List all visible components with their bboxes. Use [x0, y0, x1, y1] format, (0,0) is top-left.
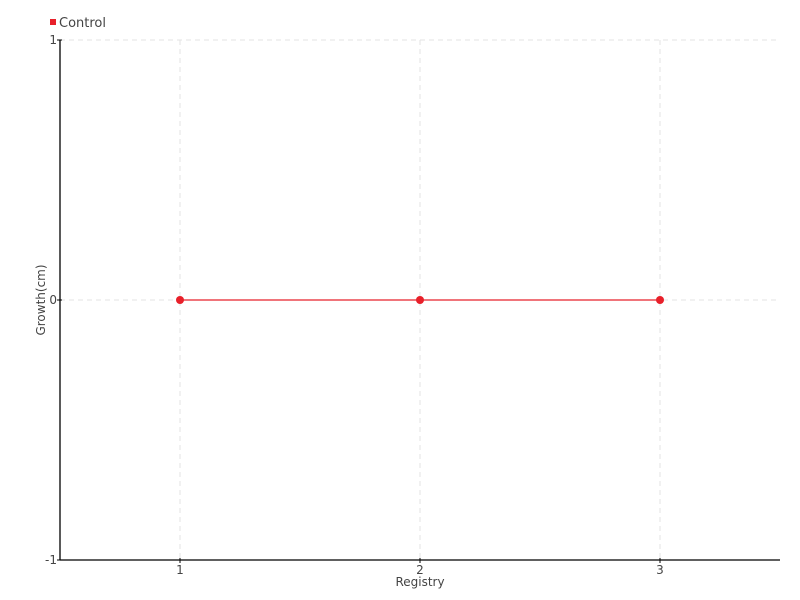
- legend[interactable]: Control: [50, 16, 106, 31]
- x-tick-label: 1: [176, 563, 184, 577]
- x-tick-label: 2: [416, 563, 424, 577]
- y-tick-label: -1: [45, 553, 57, 567]
- data-point: [176, 296, 184, 304]
- y-tick-label: 0: [49, 293, 57, 307]
- y-axis-label: Growth(cm): [34, 264, 48, 335]
- legend-swatch-control: [50, 19, 56, 25]
- axes: 1 2 3 -1 0 1: [45, 33, 780, 577]
- legend-label-control: Control: [59, 16, 106, 31]
- y-tick-label: 1: [49, 33, 57, 47]
- data-point: [416, 296, 424, 304]
- x-axis-label: Registry: [395, 575, 444, 589]
- data-point: [656, 296, 664, 304]
- series-layer: [176, 296, 664, 304]
- x-tick-label: 3: [656, 563, 664, 577]
